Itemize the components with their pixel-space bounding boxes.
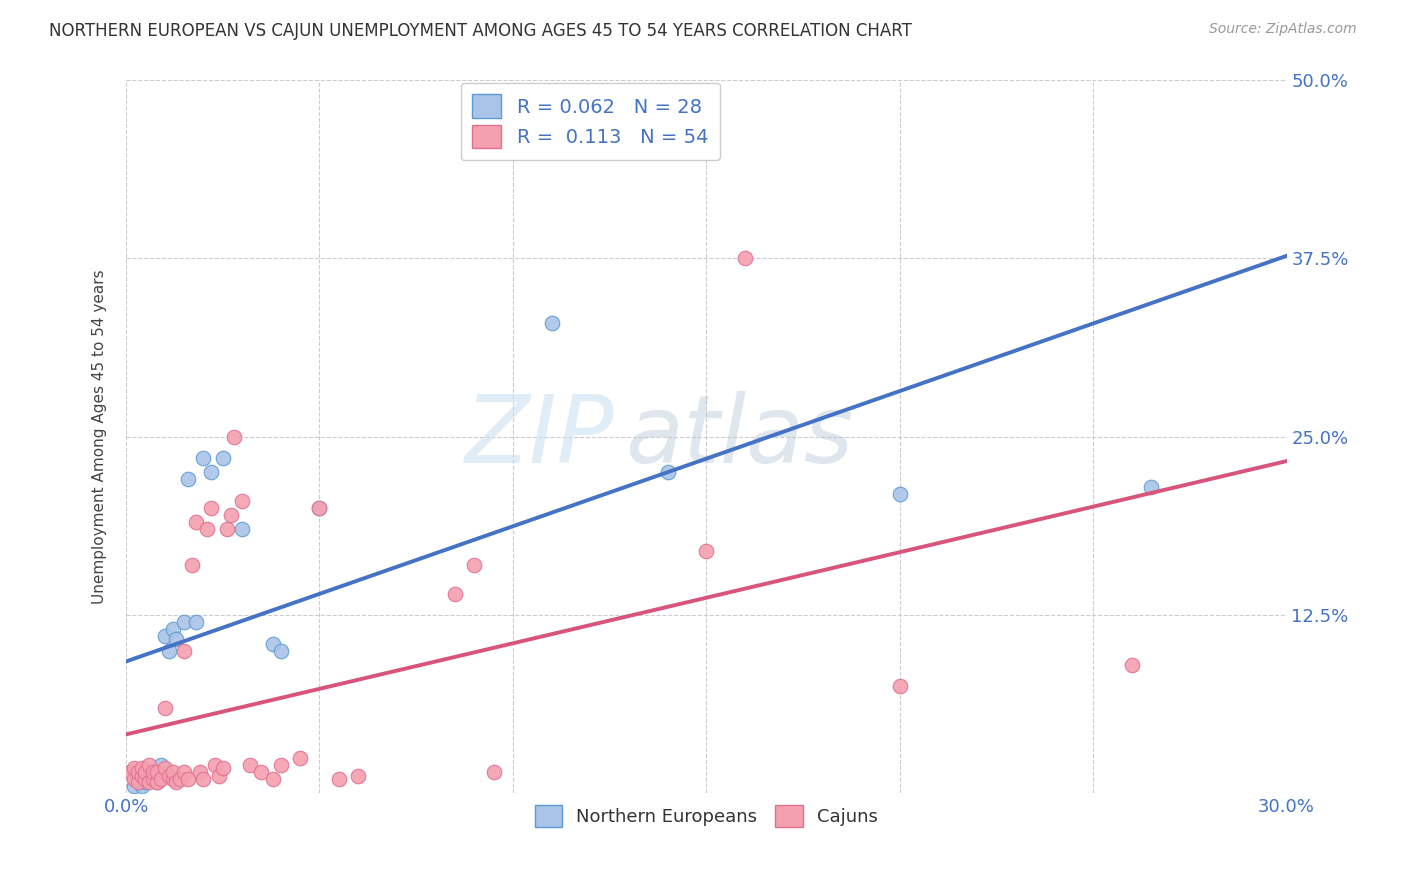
Point [200,466,222,480]
Y-axis label: Unemployment Among Ages 45 to 54 years: Unemployment Among Ages 45 to 54 years [93,269,107,604]
Point [157,769,180,783]
Point [211,761,233,775]
Point [540,316,562,330]
Text: Source: ZipAtlas.com: Source: ZipAtlas.com [1209,22,1357,37]
Point [173,643,195,657]
Text: NORTHERN EUROPEAN VS CAJUN UNEMPLOYMENT AMONG AGES 45 TO 54 YEARS CORRELATION CH: NORTHERN EUROPEAN VS CAJUN UNEMPLOYMENT … [49,22,912,40]
Point [184,615,207,629]
Point [177,473,200,487]
Point [250,764,273,779]
Point [262,772,284,786]
Point [122,772,145,786]
Point [889,679,911,693]
Point [153,700,176,714]
Point [193,451,215,466]
Point [146,775,169,789]
Point [193,772,215,786]
Point [204,757,226,772]
Point [444,586,467,600]
Point [231,523,253,537]
Point [157,643,180,657]
Point [224,430,246,444]
Point [153,761,176,775]
Point [211,451,233,466]
Point [1121,657,1143,672]
Point [142,772,165,786]
Point [239,757,262,772]
Legend: Northern Europeans, Cajuns: Northern Europeans, Cajuns [527,797,884,834]
Point [162,622,184,636]
Point [138,757,160,772]
Point [142,764,165,779]
Point [200,501,222,516]
Point [308,501,330,516]
Point [142,772,165,786]
Point [180,558,202,572]
Point [288,750,311,764]
Point [127,772,149,786]
Point [131,761,153,775]
Point [162,772,184,786]
Point [208,769,231,783]
Point [127,775,149,789]
Point [1140,480,1163,494]
Point [134,772,156,786]
Point [219,508,242,523]
Point [347,769,370,783]
Point [131,769,153,783]
Point [134,764,156,779]
Point [165,632,187,647]
Point [270,643,292,657]
Point [122,761,145,775]
Point [184,516,207,530]
Point [262,636,284,650]
Point [146,775,169,789]
Point [463,558,485,572]
Point [162,764,184,779]
Point [734,252,756,266]
Point [134,775,156,789]
Point [146,764,169,779]
Point [165,775,187,789]
Point [149,757,172,772]
Point [149,772,172,786]
Point [169,772,191,786]
Point [131,779,153,793]
Point [889,487,911,501]
Text: atlas: atlas [626,392,853,483]
Point [138,769,160,783]
Point [188,764,211,779]
Point [308,501,330,516]
Point [173,615,195,629]
Point [118,764,141,779]
Point [215,523,238,537]
Point [195,523,218,537]
Point [177,772,200,786]
Point [134,772,156,786]
Point [122,779,145,793]
Point [657,466,679,480]
Point [153,629,176,643]
Point [270,757,292,772]
Point [173,764,195,779]
Point [482,764,505,779]
Point [127,764,149,779]
Text: ZIP: ZIP [464,392,613,483]
Point [138,775,160,789]
Point [463,137,485,152]
Point [695,543,717,558]
Point [231,494,253,508]
Point [328,772,350,786]
